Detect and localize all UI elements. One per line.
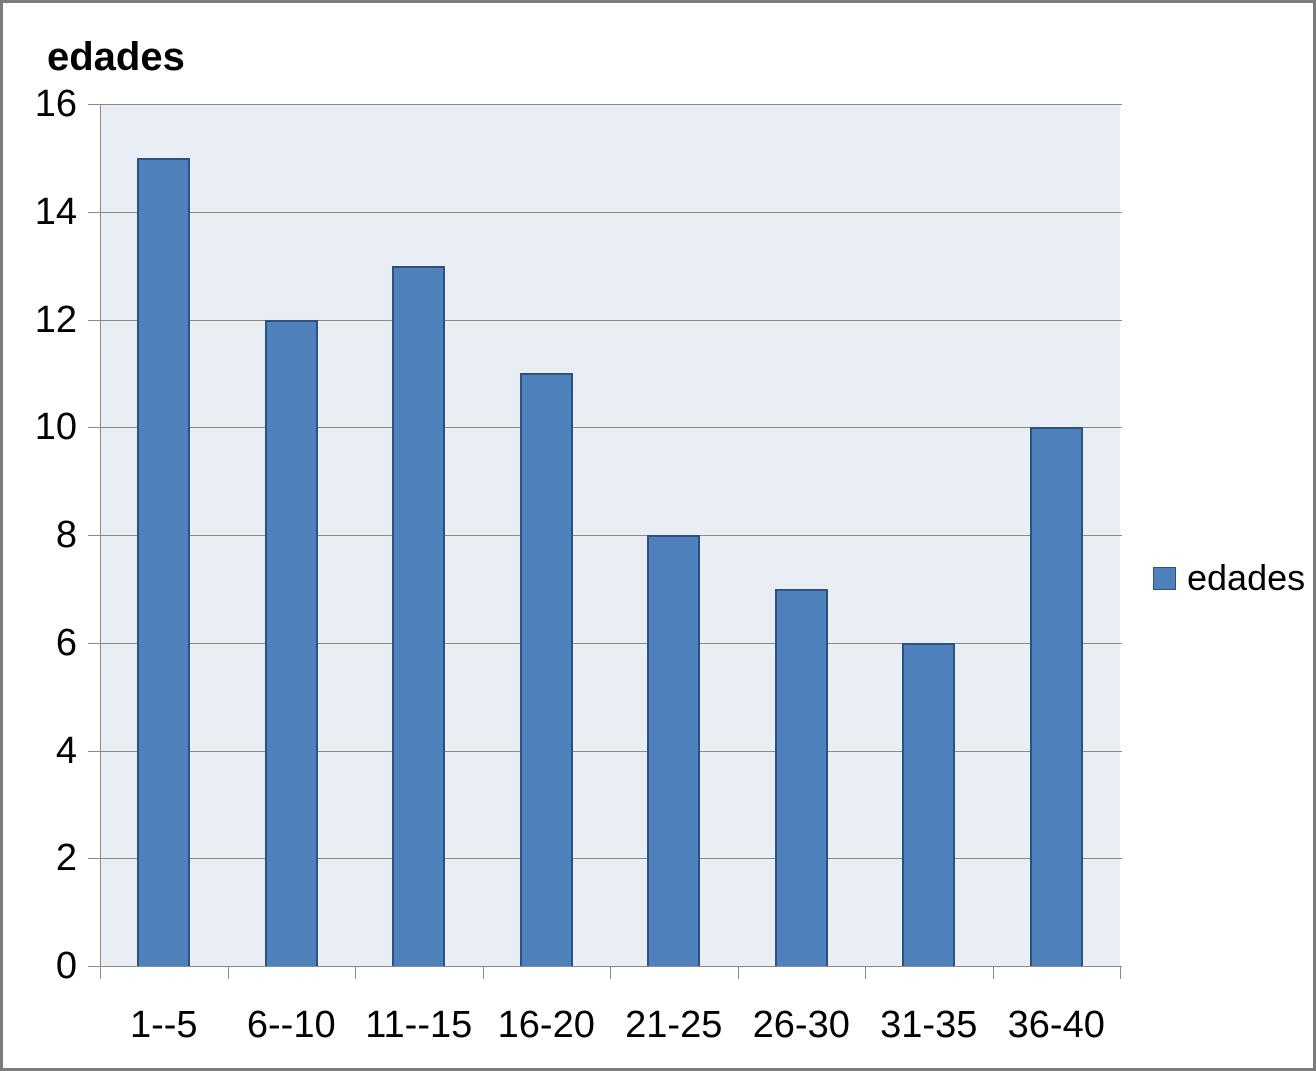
y-axis-tick-label: 4 — [55, 729, 77, 772]
gridline — [88, 642, 1122, 644]
x-axis-tick — [737, 966, 739, 979]
y-axis-line — [100, 104, 101, 979]
bar — [137, 157, 191, 966]
legend: edades — [1153, 560, 1305, 596]
x-axis-tick — [865, 966, 866, 979]
x-axis-tick-label: 11--15 — [365, 1004, 473, 1046]
bar — [1029, 427, 1083, 966]
x-axis-tick-label: 6--10 — [246, 1004, 336, 1046]
x-axis-tick — [610, 966, 611, 979]
chart-title: edades — [47, 35, 185, 79]
gridline — [88, 966, 1122, 967]
gridline — [88, 427, 1122, 429]
x-axis-tick-label: 36-40 — [1007, 1004, 1105, 1046]
x-axis-tick-label: 31-35 — [880, 1004, 978, 1046]
y-axis-tick-label: 6 — [55, 621, 77, 664]
gridline — [88, 211, 1122, 213]
bar — [647, 535, 701, 966]
legend-swatch-icon — [1153, 566, 1176, 590]
bar — [902, 642, 956, 966]
gridline — [88, 319, 1122, 321]
x-axis-tick-label: 16-20 — [497, 1004, 595, 1046]
x-axis-tick — [355, 966, 356, 979]
x-axis-tick — [1120, 966, 1121, 979]
x-axis-tick — [992, 966, 994, 979]
x-axis-tick — [227, 966, 229, 979]
gridline — [88, 750, 1122, 752]
legend-label: edades — [1187, 557, 1306, 598]
x-axis-tick-label: 1--5 — [129, 1004, 198, 1046]
bar — [519, 373, 573, 966]
y-axis-tick-label: 16 — [34, 83, 77, 125]
x-axis-tick — [100, 966, 101, 979]
gridline — [88, 535, 1122, 536]
bar — [392, 265, 446, 966]
x-axis-tick-label: 26-30 — [752, 1004, 850, 1046]
x-axis-tick-label: 21-25 — [625, 1004, 723, 1046]
bar — [264, 319, 318, 966]
y-axis-tick-label: 14 — [34, 190, 77, 233]
gridline — [88, 858, 1122, 860]
bar — [774, 588, 828, 966]
y-axis-tick-label: 12 — [34, 298, 77, 341]
y-axis-tick-label: 0 — [55, 945, 77, 987]
y-axis-tick-label: 2 — [55, 837, 77, 880]
y-axis-tick-label: 10 — [34, 406, 77, 449]
gridline — [88, 104, 1122, 105]
x-axis-tick — [482, 966, 484, 979]
y-axis-tick-label: 8 — [55, 514, 77, 556]
